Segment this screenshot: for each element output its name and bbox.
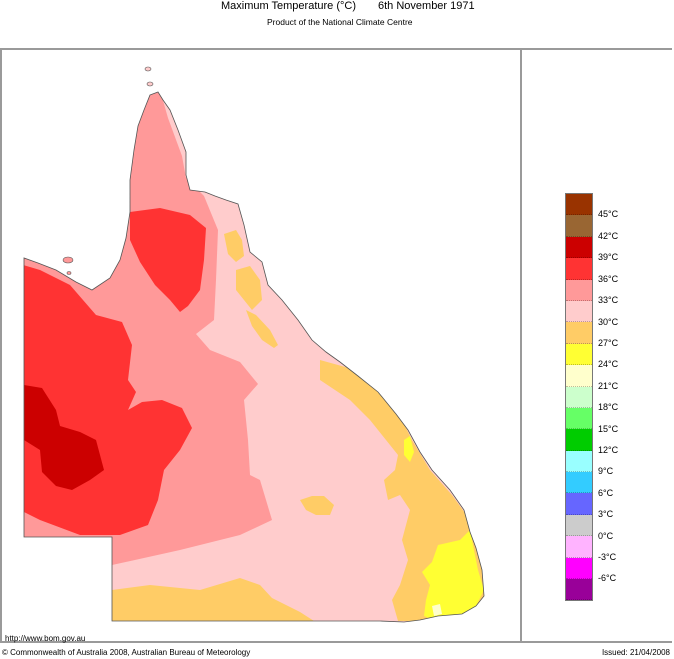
- key-band-3: [566, 258, 592, 280]
- key-band-5: [566, 300, 592, 323]
- key-label: 15°C: [598, 424, 619, 434]
- zone-36-39-north: [130, 208, 206, 312]
- key-band-15: [566, 514, 592, 537]
- zone-27-30-coast-3: [246, 310, 278, 348]
- key-label: 42°C: [598, 231, 619, 241]
- key-label: 36°C: [598, 274, 619, 284]
- key-band-1: [566, 215, 592, 237]
- island: [146, 81, 154, 87]
- key-band-2: [566, 236, 592, 259]
- zone-27-30-inland: [300, 496, 334, 515]
- queensland-map: [23, 66, 485, 623]
- key-label: 21°C: [598, 381, 619, 391]
- island: [66, 271, 72, 275]
- key-label: 27°C: [598, 338, 619, 348]
- key-band-16: [566, 536, 592, 558]
- key-band-0: [566, 194, 592, 216]
- zone-27-30-south: [112, 578, 314, 621]
- key-band-8: [566, 365, 592, 387]
- key-band-11: [566, 429, 592, 451]
- key-label: 9°C: [598, 466, 614, 476]
- key-band-17: [566, 557, 592, 580]
- website-link[interactable]: http://www.bom.gov.au: [5, 634, 86, 643]
- legend-divider: [520, 48, 522, 643]
- key-label: 0°C: [598, 531, 614, 541]
- issued-date: Issued: 21/04/2008: [601, 648, 670, 657]
- subtitle: Product of the National Climate Centre: [267, 17, 413, 27]
- key-band-14: [566, 493, 592, 515]
- map-title: Maximum Temperature (°C) 6th November 19…: [0, 0, 674, 14]
- zone-27-30-coast-1: [224, 230, 244, 262]
- title-date: 6th November 1971: [378, 0, 475, 12]
- key-label: 6°C: [598, 488, 614, 498]
- key-label: 39°C: [598, 252, 619, 262]
- island: [62, 256, 74, 264]
- key-band-10: [566, 407, 592, 430]
- key-band-7: [566, 343, 592, 366]
- key-band-6: [566, 322, 592, 344]
- color-key: [565, 193, 593, 602]
- queensland-outline: [23, 91, 485, 623]
- key-label: 24°C: [598, 359, 619, 369]
- map-frame: [0, 48, 672, 643]
- key-band-13: [566, 472, 592, 494]
- key-label: 30°C: [598, 317, 619, 327]
- key-label: 45°C: [598, 209, 619, 219]
- key-label: -3°C: [598, 552, 617, 562]
- key-label: 3°C: [598, 509, 614, 519]
- zone-24-27-coast: [404, 436, 414, 462]
- key-band-18: [566, 579, 592, 601]
- island: [144, 66, 152, 72]
- key-band-4: [566, 279, 592, 301]
- key-band-12: [566, 450, 592, 473]
- zone-24-27: [422, 530, 484, 621]
- key-label: 33°C: [598, 295, 619, 305]
- copyright-text: © Commonwealth of Australia 2008, Austra…: [2, 648, 251, 657]
- key-label: -6°C: [598, 573, 617, 583]
- zone-27-30-coast-2: [236, 266, 262, 310]
- key-label: 18°C: [598, 402, 619, 412]
- key-band-9: [566, 386, 592, 408]
- zone-39-42: [24, 385, 104, 490]
- title-text: Maximum Temperature (°C): [221, 0, 357, 12]
- key-label: 12°C: [598, 445, 619, 455]
- zone-21-24: [432, 604, 442, 616]
